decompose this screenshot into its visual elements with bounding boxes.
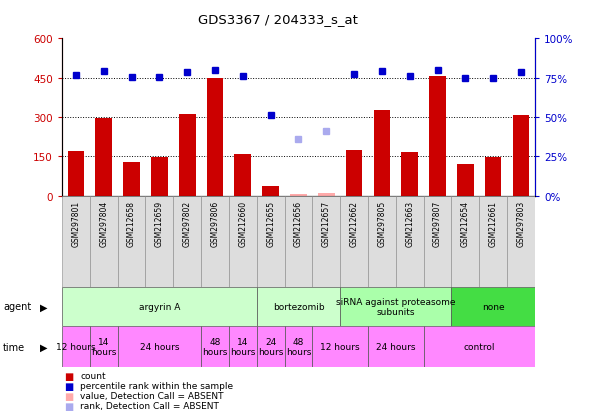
Bar xyxy=(284,326,313,368)
Bar xyxy=(346,150,362,196)
Text: GSM297802: GSM297802 xyxy=(183,201,191,247)
Bar xyxy=(313,326,368,368)
Text: GSM212659: GSM212659 xyxy=(155,201,164,247)
Bar xyxy=(118,326,201,368)
Text: ▶: ▶ xyxy=(40,342,48,352)
Bar xyxy=(424,326,535,368)
Bar xyxy=(229,326,256,368)
Bar xyxy=(457,165,473,196)
Text: 24 hours: 24 hours xyxy=(376,342,415,351)
Text: time: time xyxy=(3,342,25,352)
Bar xyxy=(201,326,229,368)
Text: ■: ■ xyxy=(64,391,73,401)
Bar xyxy=(284,196,313,287)
Bar xyxy=(368,326,424,368)
Bar xyxy=(201,196,229,287)
Bar xyxy=(401,153,418,196)
Text: GSM297805: GSM297805 xyxy=(378,201,387,247)
Text: GSM297803: GSM297803 xyxy=(517,201,525,247)
Text: GSM297806: GSM297806 xyxy=(210,201,219,247)
Bar xyxy=(256,287,340,326)
Text: GSM212655: GSM212655 xyxy=(266,201,275,247)
Bar xyxy=(256,326,284,368)
Text: GSM212654: GSM212654 xyxy=(461,201,470,247)
Text: 24
hours: 24 hours xyxy=(258,337,283,356)
Text: GSM212658: GSM212658 xyxy=(127,201,136,247)
Text: ▶: ▶ xyxy=(40,301,48,312)
Bar xyxy=(235,154,251,196)
Text: ■: ■ xyxy=(64,401,73,411)
Bar xyxy=(145,196,173,287)
Bar xyxy=(151,157,168,196)
Bar xyxy=(95,119,112,196)
Text: GSM212657: GSM212657 xyxy=(322,201,331,247)
Bar xyxy=(124,162,140,196)
Text: GSM212656: GSM212656 xyxy=(294,201,303,247)
Bar xyxy=(452,287,535,326)
Bar xyxy=(67,152,85,196)
Bar xyxy=(507,196,535,287)
Bar xyxy=(424,196,452,287)
Text: GDS3367 / 204333_s_at: GDS3367 / 204333_s_at xyxy=(198,13,358,26)
Text: 48
hours: 48 hours xyxy=(286,337,311,356)
Text: ■: ■ xyxy=(64,371,73,381)
Bar xyxy=(318,194,335,196)
Text: 14
hours: 14 hours xyxy=(230,337,255,356)
Bar xyxy=(313,196,340,287)
Text: 14
hours: 14 hours xyxy=(91,337,116,356)
Text: value, Detection Call = ABSENT: value, Detection Call = ABSENT xyxy=(80,391,224,400)
Bar xyxy=(429,77,446,196)
Bar xyxy=(90,326,118,368)
Bar xyxy=(290,194,307,196)
Bar xyxy=(479,196,507,287)
Text: bortezomib: bortezomib xyxy=(272,302,324,311)
Bar xyxy=(62,196,90,287)
Bar xyxy=(374,111,390,196)
Bar xyxy=(62,326,90,368)
Bar xyxy=(485,157,502,196)
Text: percentile rank within the sample: percentile rank within the sample xyxy=(80,381,233,390)
Text: control: control xyxy=(463,342,495,351)
Text: GSM297807: GSM297807 xyxy=(433,201,442,247)
Bar xyxy=(452,196,479,287)
Bar xyxy=(512,116,530,196)
Bar xyxy=(256,196,284,287)
Text: GSM212660: GSM212660 xyxy=(238,201,247,247)
Text: GSM212662: GSM212662 xyxy=(350,201,359,247)
Bar xyxy=(173,196,201,287)
Bar xyxy=(229,196,256,287)
Bar xyxy=(90,196,118,287)
Text: 12 hours: 12 hours xyxy=(56,342,96,351)
Bar xyxy=(179,115,196,196)
Bar xyxy=(118,196,145,287)
Text: argyrin A: argyrin A xyxy=(139,302,180,311)
Text: siRNA against proteasome
subunits: siRNA against proteasome subunits xyxy=(336,297,456,316)
Bar xyxy=(368,196,396,287)
Text: GSM297804: GSM297804 xyxy=(99,201,108,247)
Text: count: count xyxy=(80,371,106,380)
Bar xyxy=(396,196,424,287)
Text: rank, Detection Call = ABSENT: rank, Detection Call = ABSENT xyxy=(80,401,219,410)
Text: ■: ■ xyxy=(64,381,73,391)
Text: none: none xyxy=(482,302,505,311)
Text: agent: agent xyxy=(3,301,31,312)
Text: 12 hours: 12 hours xyxy=(320,342,360,351)
Text: 48
hours: 48 hours xyxy=(202,337,228,356)
Text: 24 hours: 24 hours xyxy=(139,342,179,351)
Bar xyxy=(340,287,452,326)
Text: GSM297801: GSM297801 xyxy=(72,201,80,247)
Bar xyxy=(207,79,223,196)
Bar xyxy=(62,287,256,326)
Bar xyxy=(262,187,279,196)
Text: GSM212663: GSM212663 xyxy=(405,201,414,247)
Bar xyxy=(340,196,368,287)
Text: GSM212661: GSM212661 xyxy=(489,201,498,247)
